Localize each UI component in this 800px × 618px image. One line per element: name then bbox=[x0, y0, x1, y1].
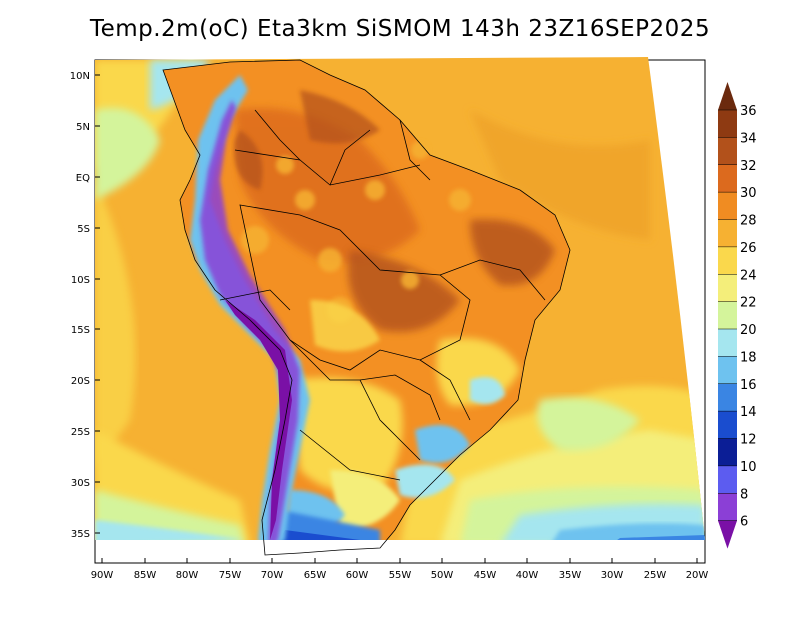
lon-label-30w: 30W bbox=[601, 570, 624, 581]
colorbar-swatch bbox=[718, 383, 737, 412]
temperature-field bbox=[95, 57, 705, 540]
colorbar-swatch bbox=[718, 329, 737, 357]
colorbar-label: 32 bbox=[740, 159, 757, 174]
lon-label-35w: 35W bbox=[559, 570, 582, 581]
lat-label-10s: 10S bbox=[71, 275, 90, 286]
colorbar-arrow-top bbox=[718, 82, 737, 110]
colorbar-label: 26 bbox=[740, 241, 757, 256]
colorbar-swatch bbox=[718, 192, 737, 220]
latitude-ticks bbox=[95, 74, 100, 534]
lat-label-5n: 5N bbox=[76, 122, 90, 133]
lon-label-85w: 85W bbox=[134, 570, 157, 581]
lon-label-25w: 25W bbox=[644, 570, 667, 581]
lat-label-eq: EQ bbox=[76, 173, 90, 184]
lon-label-20w: 20W bbox=[686, 570, 709, 581]
colorbar-swatch bbox=[718, 411, 737, 439]
colorbar-label: 36 bbox=[740, 104, 757, 119]
lon-label-45w: 45W bbox=[474, 570, 497, 581]
lon-label-80w: 80W bbox=[176, 570, 199, 581]
colorbar-label: 34 bbox=[740, 131, 757, 146]
country-borders bbox=[162, 59, 571, 556]
colorbar-label: 6 bbox=[740, 515, 748, 530]
lat-label-25s: 25S bbox=[71, 427, 90, 438]
longitude-labels: 90W 85W 80W 75W 70W 65W 60W 55W 50W 45W … bbox=[91, 570, 709, 581]
latitude-labels: 10N 5N EQ 5S 10S 15S 20S 25S 30S 35S bbox=[70, 71, 90, 540]
lon-label-90w: 90W bbox=[91, 570, 114, 581]
lon-label-55w: 55W bbox=[389, 570, 412, 581]
lon-label-65w: 65W bbox=[304, 570, 327, 581]
colorbar-swatch bbox=[718, 301, 737, 330]
lat-label-15s: 15S bbox=[71, 325, 90, 336]
colorbar-swatch bbox=[718, 219, 737, 248]
colorbar-label: 18 bbox=[740, 350, 757, 365]
longitude-ticks bbox=[101, 558, 698, 563]
colorbar-swatch bbox=[718, 274, 737, 303]
colorbar-label: 30 bbox=[740, 186, 757, 201]
colorbar: 36 34 32 30 28 26 24 22 20 18 16 14 12 10 8 6 bbox=[718, 82, 757, 549]
lon-label-40w: 40W bbox=[516, 570, 539, 581]
colorbar-label: 14 bbox=[740, 405, 757, 420]
colorbar-swatch bbox=[718, 110, 737, 138]
colorbar-label: 24 bbox=[740, 268, 757, 283]
lon-label-50w: 50W bbox=[431, 570, 454, 581]
lat-label-10n: 10N bbox=[70, 71, 90, 82]
colorbar-swatch bbox=[718, 164, 737, 193]
lon-label-60w: 60W bbox=[346, 570, 369, 581]
colorbar-label: 22 bbox=[740, 296, 757, 311]
map-title: Temp.2m(oC) Eta3km SiSMOM 143h 23Z16SEP2… bbox=[89, 16, 711, 42]
colorbar-swatch bbox=[718, 356, 737, 385]
colorbar-label: 12 bbox=[740, 433, 757, 448]
colorbar-swatch bbox=[718, 438, 737, 467]
colorbar-label: 28 bbox=[740, 214, 757, 229]
lon-label-70w: 70W bbox=[261, 570, 284, 581]
colorbar-label: 16 bbox=[740, 378, 757, 393]
lon-label-75w: 75W bbox=[219, 570, 242, 581]
colorbar-label: 10 bbox=[740, 460, 757, 475]
colorbar-swatch bbox=[718, 137, 737, 166]
lat-label-35s: 35S bbox=[71, 529, 90, 540]
colorbar-label: 8 bbox=[740, 487, 748, 502]
lat-label-5s: 5S bbox=[77, 224, 90, 235]
colorbar-swatch bbox=[718, 493, 737, 522]
colorbar-swatch bbox=[718, 465, 737, 494]
lat-label-30s: 30S bbox=[71, 478, 90, 489]
colorbar-label: 20 bbox=[740, 323, 757, 338]
colorbar-swatch bbox=[718, 246, 737, 275]
colorbar-arrow-bottom bbox=[718, 520, 737, 549]
lat-label-20s: 20S bbox=[71, 376, 90, 387]
